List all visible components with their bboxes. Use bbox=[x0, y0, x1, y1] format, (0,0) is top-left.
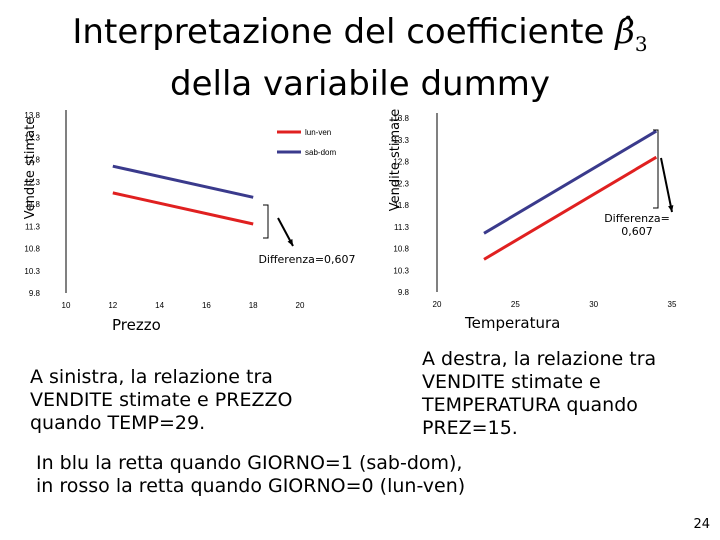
x-tick-label: 18 bbox=[249, 301, 258, 310]
x-tick-label: 25 bbox=[511, 300, 520, 309]
difference-annotation: Differenza=0,607 bbox=[258, 253, 355, 266]
legend-label: lun-ven bbox=[305, 128, 331, 137]
y-tick-label: 13.8 bbox=[393, 114, 409, 123]
x-tick-label: 20 bbox=[296, 301, 305, 310]
x-tick-label: 30 bbox=[589, 300, 598, 309]
legend-label: sab-dom bbox=[305, 148, 336, 157]
y-tick-label: 11.3 bbox=[394, 223, 410, 232]
y-tick-label: 9.8 bbox=[398, 288, 410, 297]
x-tick-label: 16 bbox=[202, 301, 211, 310]
slide-title: Interpretazione del coefficiente β̂3 del… bbox=[60, 12, 660, 104]
y-axis-label: Vendite stimate bbox=[388, 109, 403, 211]
y-tick-label: 9.8 bbox=[29, 289, 41, 298]
x-tick-label: 20 bbox=[433, 300, 442, 309]
difference-bracket bbox=[653, 129, 659, 209]
title-line-2: della variabile dummy bbox=[170, 63, 550, 104]
difference-arrowhead bbox=[668, 205, 674, 212]
y-tick-label: 10.3 bbox=[393, 266, 409, 275]
difference-bracket bbox=[263, 204, 269, 239]
right-caption: A destra, la relazione tra VENDITE stima… bbox=[422, 348, 657, 439]
difference-arrow bbox=[660, 157, 673, 213]
x-tick-label: 14 bbox=[155, 301, 164, 310]
y-tick-label: 12.8 bbox=[393, 158, 409, 167]
left-caption: A sinistra, la relazione tra VENDITE sti… bbox=[30, 366, 293, 434]
y-tick-label: 11.8 bbox=[25, 200, 41, 209]
page-number: 24 bbox=[693, 517, 710, 532]
y-tick-label: 13.3 bbox=[24, 133, 40, 142]
title-line-1: Interpretazione del coefficiente β̂3 bbox=[60, 12, 660, 64]
x-axis-label: Temperatura bbox=[464, 314, 560, 332]
x-tick-label: 35 bbox=[668, 300, 677, 309]
beta-hat-symbol: β̂3 bbox=[615, 12, 648, 56]
y-tick-label: 11.3 bbox=[25, 222, 41, 231]
difference-annotation: Differenza= bbox=[604, 212, 670, 225]
title-text: Interpretazione del coefficiente bbox=[72, 12, 605, 52]
series-line-series-1 bbox=[483, 155, 658, 261]
series-line-series-2 bbox=[483, 129, 658, 235]
y-tick-label: 12.3 bbox=[24, 178, 40, 187]
x-axis-label: Prezzo bbox=[112, 316, 161, 334]
difference-arrowhead bbox=[287, 239, 293, 246]
difference-annotation: 0,607 bbox=[621, 225, 653, 238]
series-line-lun-ven bbox=[112, 191, 254, 226]
x-tick-label: 12 bbox=[108, 301, 117, 310]
x-tick-label: 10 bbox=[62, 301, 71, 310]
y-axis-label: Vendite stimate bbox=[23, 117, 38, 219]
bottom-caption: In blu la retta quando GIORNO=1 (sab-dom… bbox=[36, 452, 466, 497]
y-tick-label: 11.8 bbox=[394, 201, 410, 210]
y-tick-label: 13.8 bbox=[24, 111, 40, 120]
y-tick-label: 10.8 bbox=[24, 245, 40, 254]
y-tick-label: 12.8 bbox=[24, 156, 40, 165]
y-tick-label: 13.3 bbox=[393, 136, 409, 145]
y-tick-label: 10.8 bbox=[393, 245, 409, 254]
series-line-sab-dom bbox=[112, 164, 254, 199]
y-tick-label: 10.3 bbox=[24, 267, 40, 276]
y-tick-label: 12.3 bbox=[393, 179, 409, 188]
